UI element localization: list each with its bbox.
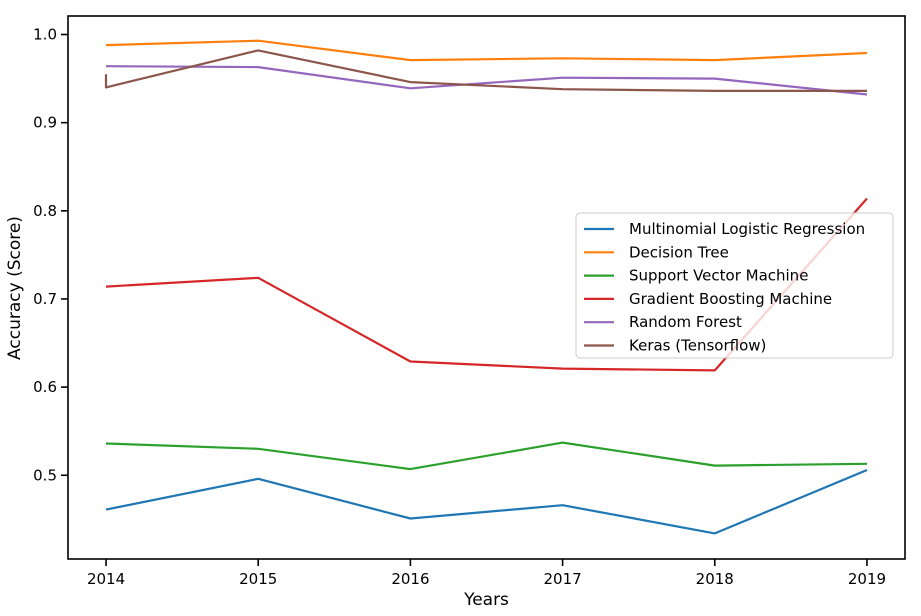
series-line-4 [105, 65, 868, 96]
legend-label: Decision Tree [629, 243, 729, 261]
y-tick-label: 0.7 [33, 290, 57, 308]
plot-frame [67, 15, 906, 560]
legend-label: Multinomial Logistic Regression [629, 220, 865, 238]
x-tick-label: 2015 [239, 570, 277, 588]
legend-label: Support Vector Machine [629, 267, 808, 285]
x-tick-label: 2018 [696, 570, 734, 588]
series-layer [104, 39, 868, 535]
y-tick-label: 1.0 [33, 26, 57, 44]
series-line-2 [105, 441, 868, 471]
legend-label: Gradient Boosting Machine [629, 290, 832, 308]
x-tick-label: 2017 [543, 570, 581, 588]
y-tick-label: 0.6 [33, 378, 57, 396]
series-line-5 [104, 49, 867, 93]
x-axis-label: Years [463, 590, 509, 610]
x-tick-label: 2019 [848, 570, 886, 588]
legend-label: Random Forest [629, 313, 742, 331]
y-tick-label: 0.5 [33, 466, 57, 484]
y-axis: 0.5 0.6 0.7 0.8 0.9 1.0 [33, 26, 68, 484]
legend-box [575, 212, 894, 359]
series-line-0 [105, 468, 868, 535]
y-tick-label: 0.9 [33, 114, 57, 132]
x-axis: 2014 2015 2016 2017 2018 2019 [87, 559, 886, 588]
legend: Multinomial Logistic Regression Decision … [575, 212, 894, 359]
x-tick-label: 2014 [87, 570, 125, 588]
y-tick-label: 0.8 [33, 202, 57, 220]
y-axis-label: Accuracy (Score) [5, 216, 25, 360]
series-line-1 [105, 39, 868, 62]
x-tick-label: 2016 [391, 570, 429, 588]
legend-label: Keras (Tensorflow) [629, 337, 766, 355]
